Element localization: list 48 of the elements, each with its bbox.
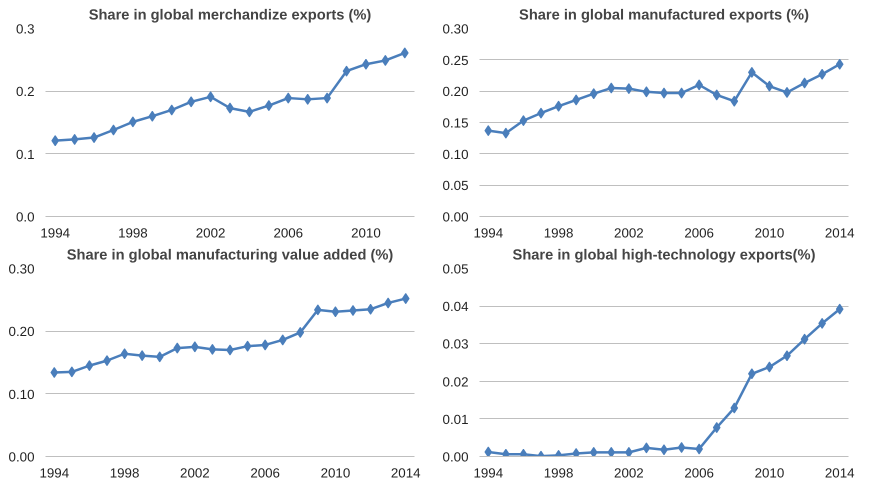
x-tick-label: 2014 <box>824 226 856 240</box>
x-tick-label: 2014 <box>824 466 856 480</box>
chart-title: Share in global manufacturing value added (%) <box>66 248 394 264</box>
x-tick-label: 1998 <box>544 226 574 240</box>
x-tick-label: 2006 <box>684 226 714 240</box>
y-tick-label: 0.30 <box>442 22 469 36</box>
x-tick-label: 2006 <box>684 466 714 480</box>
x-tick-label: 2010 <box>320 466 350 480</box>
y-tick-label: 0.20 <box>8 324 35 340</box>
x-tick-label: 1998 <box>118 226 148 240</box>
x-tick-label: 1994 <box>473 466 504 480</box>
chart-title: Share in global high-technology exports(%) <box>512 248 816 264</box>
chart-title: Share in global manufactured exports (%) <box>519 8 810 24</box>
y-tick-label: 0.04 <box>442 299 470 314</box>
y-tick-label: 0.10 <box>442 146 469 162</box>
x-tick-label: 2002 <box>196 226 226 240</box>
x-tick-label: 2002 <box>180 466 210 480</box>
x-tick-label: 2002 <box>614 466 644 480</box>
y-tick-label: 0.30 <box>8 262 35 276</box>
chart-title: Share in global merchandize exports (%) <box>88 8 372 24</box>
x-tick-label: 2010 <box>754 466 784 480</box>
x-tick-label: 1994 <box>40 226 71 240</box>
y-tick-label: 0.05 <box>442 178 469 194</box>
y-tick-label: 0.00 <box>442 450 469 464</box>
x-tick-label: 2014 <box>390 466 422 480</box>
x-tick-label: 2010 <box>351 226 381 240</box>
y-tick-label: 0.00 <box>442 210 469 224</box>
x-tick-label: 2010 <box>754 226 784 240</box>
x-tick-label: 1998 <box>110 466 140 480</box>
y-tick-label: 0.3 <box>16 22 35 36</box>
x-tick-label: 1994 <box>39 466 70 480</box>
y-tick-label: 0.03 <box>442 336 469 352</box>
x-tick-label: 1994 <box>473 226 504 240</box>
y-tick-label: 0.20 <box>442 84 469 100</box>
x-tick-label: 2006 <box>250 466 280 480</box>
y-tick-label: 0.25 <box>442 52 469 68</box>
y-tick-label: 0.05 <box>442 262 469 276</box>
y-tick-label: 0.10 <box>8 386 35 402</box>
y-tick-label: 0.2 <box>16 84 35 100</box>
y-tick-label: 0.02 <box>442 374 469 390</box>
x-tick-label: 2002 <box>614 226 644 240</box>
y-tick-label: 0.1 <box>16 146 35 162</box>
x-tick-label: 2006 <box>273 226 304 240</box>
y-tick-label: 0.15 <box>442 116 469 130</box>
y-tick-label: 0.0 <box>16 210 35 224</box>
y-tick-label: 0.00 <box>8 450 35 464</box>
y-tick-label: 0.01 <box>442 412 469 427</box>
x-tick-label: 1998 <box>544 466 574 480</box>
